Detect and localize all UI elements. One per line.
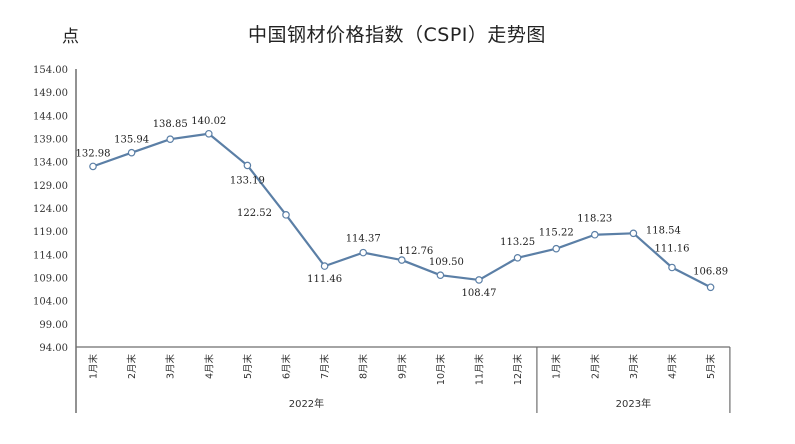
y-tick-label: 99.00: [39, 320, 68, 331]
data-point-marker: [590, 230, 599, 239]
data-point-marker: [552, 244, 561, 253]
data-point-marker: [397, 256, 406, 264]
data-point-marker: [243, 161, 252, 170]
y-tick-label: 144.00: [33, 111, 68, 122]
data-point-label: 113.25: [500, 237, 535, 248]
y-tick-label: 129.00: [33, 181, 68, 192]
group-label: 2023年: [616, 397, 651, 410]
data-point-marker: [205, 129, 213, 138]
data-point-marker: [89, 162, 97, 171]
x-category-label: 9月末: [396, 354, 408, 380]
y-tick-label: 109.00: [33, 274, 68, 285]
series-line: [92, 132, 712, 289]
x-category-label: 2月末: [126, 354, 138, 380]
x-category-label: 1月末: [551, 354, 563, 380]
data-point-label: 118.23: [577, 214, 612, 225]
data-point-marker: [166, 135, 175, 143]
group-label: 2022年: [289, 397, 324, 410]
y-axis-unit-label: 点: [62, 27, 79, 47]
data-point-marker: [668, 263, 676, 272]
y-tick-label: 134.00: [33, 158, 68, 169]
x-category-label: 3月末: [628, 354, 640, 380]
y-tick-label: 94.00: [39, 343, 68, 354]
x-category-label: 8月末: [358, 354, 370, 380]
x-category-label: 11月末: [474, 354, 486, 386]
x-category-label: 4月末: [667, 354, 679, 380]
y-tick-label: 124.00: [33, 204, 68, 215]
x-category-label: 4月末: [203, 354, 215, 380]
y-tick-label: 149.00: [33, 88, 68, 99]
data-point-label: 115.22: [539, 228, 574, 239]
y-tick-label: 139.00: [33, 135, 68, 146]
y-axis: 154.00 149.00 144.00 139.00 134.00 129.00 124.…: [33, 65, 77, 413]
data-point-label: 114.37: [346, 234, 381, 245]
data-point-marker: [359, 248, 368, 257]
data-point-label: 111.16: [655, 243, 690, 254]
x-category-label: 12月末: [512, 354, 524, 386]
chart-title: 中国钢材价格指数（CSPI）走势图: [248, 24, 546, 46]
y-tick-label: 104.00: [33, 297, 68, 308]
data-point-label: 109.50: [429, 257, 464, 268]
x-category-label: 1月末: [88, 354, 100, 380]
data-point-label: 108.47: [462, 288, 497, 299]
x-category-label: 5月末: [242, 354, 254, 380]
x-axis: 2022年 2023年 1月末 2月末 3月末 4月末 5月末 6月末 7月末 8月末 9月末 10月…: [76, 346, 731, 413]
data-point-label: 106.89: [693, 266, 728, 277]
x-category-label: 10月末: [435, 354, 447, 386]
data-point-marker: [475, 276, 483, 284]
data-point-label: 138.85: [153, 119, 188, 130]
data-point-label: 122.52: [237, 208, 272, 219]
data-point-marker: [706, 283, 715, 292]
data-point-label: 135.94: [114, 135, 149, 146]
data-point-marker: [436, 271, 445, 279]
data-point-label: 133.19: [230, 175, 265, 186]
data-point-marker: [282, 211, 290, 219]
y-tick-label: 154.00: [33, 65, 68, 76]
data-point-marker: [127, 148, 136, 157]
data-point-marker: [629, 229, 638, 238]
data-point-label: 140.02: [191, 116, 226, 127]
y-tick-label: 119.00: [33, 227, 68, 238]
data-point-label: 132.98: [76, 148, 111, 159]
x-category-label: 3月末: [165, 354, 177, 380]
x-category-label: 7月末: [319, 354, 331, 380]
data-point-label: 118.54: [646, 225, 681, 236]
data-point-label: 112.76: [398, 246, 433, 257]
data-point-marker: [513, 254, 522, 262]
x-category-label: 5月末: [705, 354, 717, 380]
data-point-marker: [320, 262, 329, 270]
x-category-label: 6月末: [281, 354, 293, 380]
y-tick-label: 114.00: [33, 250, 68, 261]
data-point-label: 111.46: [307, 274, 342, 285]
x-category-label: 2月末: [589, 354, 601, 380]
